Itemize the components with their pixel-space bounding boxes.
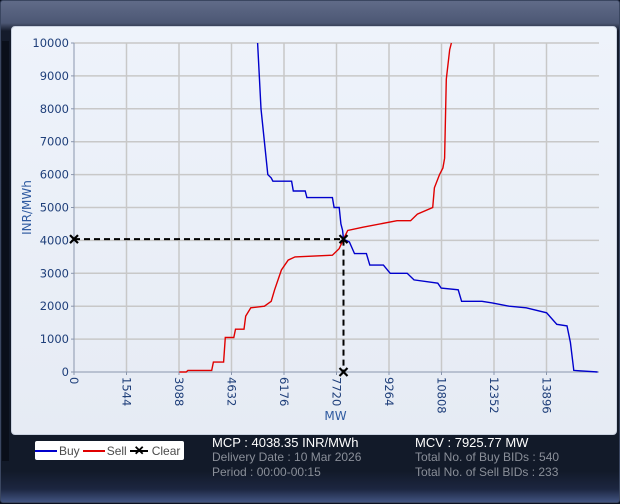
buy-bids-count: Total No. of Buy BIDs : 540 — [415, 450, 560, 464]
legend-item-sell[interactable]: Sell — [82, 443, 130, 458]
sell-bids-count: Total No. of Sell BIDs : 233 — [415, 465, 559, 479]
x-axis-label: MW — [324, 409, 346, 423]
period: Period : 00:00-00:15 — [212, 465, 321, 479]
window-left-strip — [2, 41, 9, 461]
buy-curve — [256, 42, 598, 373]
x-tick-label: 7720 — [330, 377, 344, 406]
x-tick-label: 10808 — [435, 377, 449, 414]
x-tick-label: 4632 — [225, 377, 239, 406]
y-tick-label: 0 — [62, 365, 69, 379]
sell-curve — [179, 42, 453, 373]
y-tick-label: 5000 — [40, 201, 69, 215]
legend-label-sell: Sell — [106, 443, 127, 458]
clear-point-marker-icon — [338, 234, 349, 244]
sell-line-swatch — [82, 449, 105, 452]
y-tick-label: 10000 — [32, 36, 69, 50]
y-axis-label: INR/MWh — [20, 180, 34, 235]
y-tick-label: 3000 — [40, 266, 69, 280]
y-tick-label: 1000 — [40, 332, 69, 346]
y-tick-label: 2000 — [40, 299, 69, 313]
buy-line-swatch — [35, 449, 57, 452]
legend-item-buy[interactable]: Buy — [35, 444, 83, 458]
legend-label-clear: Clear — [151, 443, 181, 458]
x-tick-label: 12352 — [487, 377, 501, 414]
clear-point-marker-icon — [69, 234, 79, 244]
delivery-date: Delivery Date : 10 Mar 2026 — [212, 450, 362, 464]
y-tick-label: 8000 — [40, 102, 69, 116]
x-tick-label: 13896 — [540, 377, 554, 414]
clear-marker-icon: ✕ — [129, 443, 148, 458]
x-tick-label: 1544 — [120, 377, 134, 406]
clear-point-marker-icon — [338, 367, 349, 377]
x-tick-label: 3088 — [172, 377, 186, 406]
legend-label-buy: Buy — [59, 443, 80, 458]
x-tick-label: 0 — [67, 377, 81, 384]
chart-legend: Buy Sell ✕ Clear — [35, 441, 184, 460]
mcp-value: MCP : 4038.35 INR/MWh — [212, 435, 359, 450]
legend-item-clear[interactable]: ✕ Clear — [129, 443, 184, 458]
volume-stats: MCV : 7925.77 MW Total No. of Buy BIDs :… — [415, 435, 559, 480]
y-tick-label: 4000 — [40, 233, 69, 247]
mcv-value: MCV : 7925.77 MW — [415, 435, 529, 450]
y-tick-label: 7000 — [40, 135, 69, 149]
y-tick-label: 9000 — [40, 69, 69, 83]
x-tick-label: 6176 — [277, 377, 291, 406]
chart-panel — [11, 26, 617, 435]
price-stats: MCP : 4038.35 INR/MWh Delivery Date : 10… — [212, 435, 361, 480]
grid-lines — [74, 42, 599, 372]
y-tick-label: 6000 — [40, 168, 69, 182]
x-tick-label: 9264 — [382, 377, 396, 406]
